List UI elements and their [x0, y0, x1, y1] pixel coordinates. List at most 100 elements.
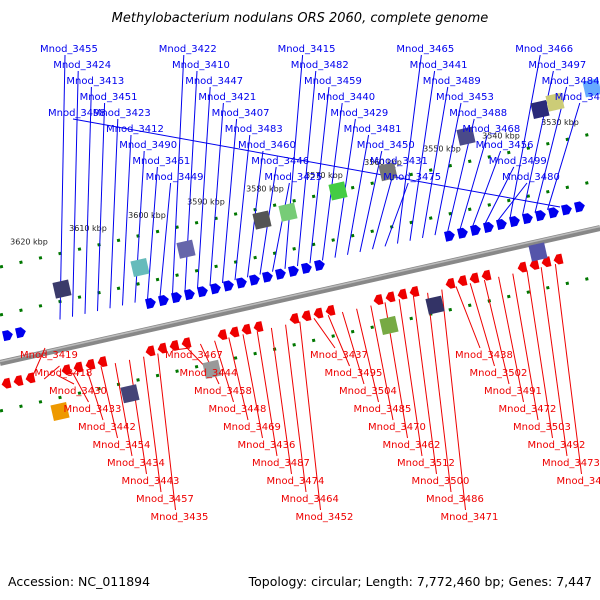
gene-label: Mnod_3466 — [515, 44, 573, 55]
gene-label: Mnod_3471 — [441, 512, 499, 523]
reverse-gene-arrow — [253, 321, 264, 332]
gene-label: Mnod_3465 — [396, 44, 454, 55]
gene-label: Mnod_3424 — [53, 60, 111, 71]
forward-gene-leader — [459, 134, 488, 230]
reverse-gene-leader — [100, 366, 118, 439]
scale-dots-row — [0, 178, 600, 317]
feature-block — [130, 257, 150, 278]
gene-label: Mnod_3451 — [80, 92, 138, 103]
feature-block — [545, 92, 565, 112]
gene-label: Mnod_3430 — [49, 386, 107, 397]
reverse-gene-arrow — [181, 337, 192, 349]
gene-label: Mnod_3455 — [40, 44, 98, 55]
forward-gene-arrow — [262, 271, 273, 283]
gene-label: Mnod_3421 — [198, 92, 256, 103]
reverse-gene-arrow — [85, 358, 96, 370]
forward-gene-leader — [409, 70, 436, 241]
gene-label: Mnod_3435 — [151, 512, 209, 523]
gene-label: Mnod_3431 — [370, 156, 428, 167]
reverse-gene-leader — [483, 279, 510, 385]
reverse-gene-leader — [498, 276, 524, 403]
feature-block — [120, 384, 140, 404]
forward-gene-leader — [509, 54, 541, 219]
forward-gene-leader — [347, 134, 370, 255]
gene-label: Mnod_3473 — [542, 458, 600, 469]
reverse-gene-leader — [214, 340, 234, 403]
gene-label: Mnod_3410 — [172, 60, 230, 71]
forward-gene-leader — [372, 166, 396, 250]
gene-label: Mnod_3504 — [339, 386, 397, 397]
gene-label: Mnod_3485 — [354, 404, 412, 415]
forward-gene-arrow — [158, 295, 169, 307]
feature-block — [328, 181, 348, 201]
reverse-gene-leader — [299, 321, 321, 511]
reverse-gene-leader — [86, 369, 104, 421]
forward-gene-arrow — [522, 213, 533, 225]
feature-block — [425, 295, 445, 315]
gene-label: Mnod_3484 — [542, 76, 600, 87]
reverse-gene-leader — [43, 365, 60, 380]
gene-label: Mnod_3460 — [238, 140, 296, 151]
gene-label: Mnod_3415 — [278, 44, 336, 55]
gene-label: Mnod_3429 — [330, 108, 388, 119]
gene-label: Mnod_3433 — [64, 404, 122, 415]
reverse-gene-arrow — [553, 253, 564, 265]
forward-gene-leader — [422, 86, 449, 239]
forward-gene-leader — [209, 102, 224, 286]
forward-gene-arrow — [548, 207, 559, 219]
forward-gene-arrow — [210, 283, 221, 295]
reverse-gene-arrow — [517, 261, 528, 273]
reverse-gene-arrow — [61, 364, 72, 376]
gene-label: Mnod_3446 — [251, 156, 309, 167]
reverse-gene-arrow — [301, 310, 312, 322]
forward-gene-arrow — [496, 218, 507, 231]
gene-label: Mnod_3422 — [159, 44, 217, 55]
reverse-gene-arrow — [229, 326, 240, 338]
gene-label: Mnod_3459 — [304, 76, 362, 87]
gene-label: Mnod_3419 — [20, 350, 78, 361]
gene-label: Mnod_3452 — [296, 512, 354, 523]
forward-gene-arrow — [275, 268, 286, 280]
forward-gene-leader — [434, 102, 462, 236]
forward-gene-leader — [97, 102, 106, 312]
gene-label: Mnod_3495 — [325, 368, 383, 379]
forward-gene-leader — [84, 86, 92, 314]
reverse-gene-arrow — [25, 372, 36, 384]
reverse-gene-leader — [256, 331, 278, 457]
genome-backbone-highlight — [0, 225, 600, 363]
accession-text: Accession: NC_011894 — [8, 574, 150, 589]
reverse-gene-leader — [398, 299, 423, 457]
reverse-gene-leader — [526, 270, 553, 439]
gene-label: Mnod_3461 — [132, 156, 190, 167]
forward-gene-arrow — [314, 259, 325, 271]
scale-tick-label: 3570 kbp — [305, 171, 343, 180]
gene-label: Mnod_3492 — [528, 440, 586, 451]
forward-gene-arrow — [223, 280, 234, 292]
scale-tick-label: 3620 kbp — [10, 237, 48, 246]
gene-label: Mnod_3457 — [136, 494, 194, 505]
forward-gene-leader — [272, 182, 290, 272]
gene-label: Mnod_3441 — [410, 60, 468, 71]
reverse-gene-leader — [341, 311, 365, 385]
reverse-gene-arrow — [169, 339, 180, 351]
reverse-gene-leader — [285, 324, 307, 493]
forward-gene-arrow — [145, 297, 156, 310]
reverse-gene-leader — [185, 346, 205, 367]
scale-tick-label: 3530 kbp — [541, 118, 579, 127]
reverse-gene-leader — [356, 308, 379, 403]
gene-label: Mnod_3436 — [238, 440, 296, 451]
gene-label: Mnod_3450 — [357, 140, 415, 151]
scale-tick-label: 3590 kbp — [187, 198, 225, 207]
forward-gene-arrow — [457, 227, 468, 239]
gene-label: Mnod_3458 — [194, 386, 252, 397]
gene-label: Mnod_3449 — [146, 172, 204, 183]
gene-label: Mnod_3491 — [484, 386, 542, 397]
reverse-gene-leader — [313, 318, 336, 349]
forward-gene-leader — [134, 150, 145, 303]
gene-label: Mnod_3464 — [281, 494, 339, 505]
scale-tick-label: 3550 kbp — [423, 145, 461, 154]
reverse-gene-arrow — [409, 285, 420, 297]
reverse-gene-leader — [327, 314, 350, 367]
gene-label: Mnod_3503 — [513, 422, 571, 433]
gene-label: Mnod_3497 — [528, 60, 586, 71]
